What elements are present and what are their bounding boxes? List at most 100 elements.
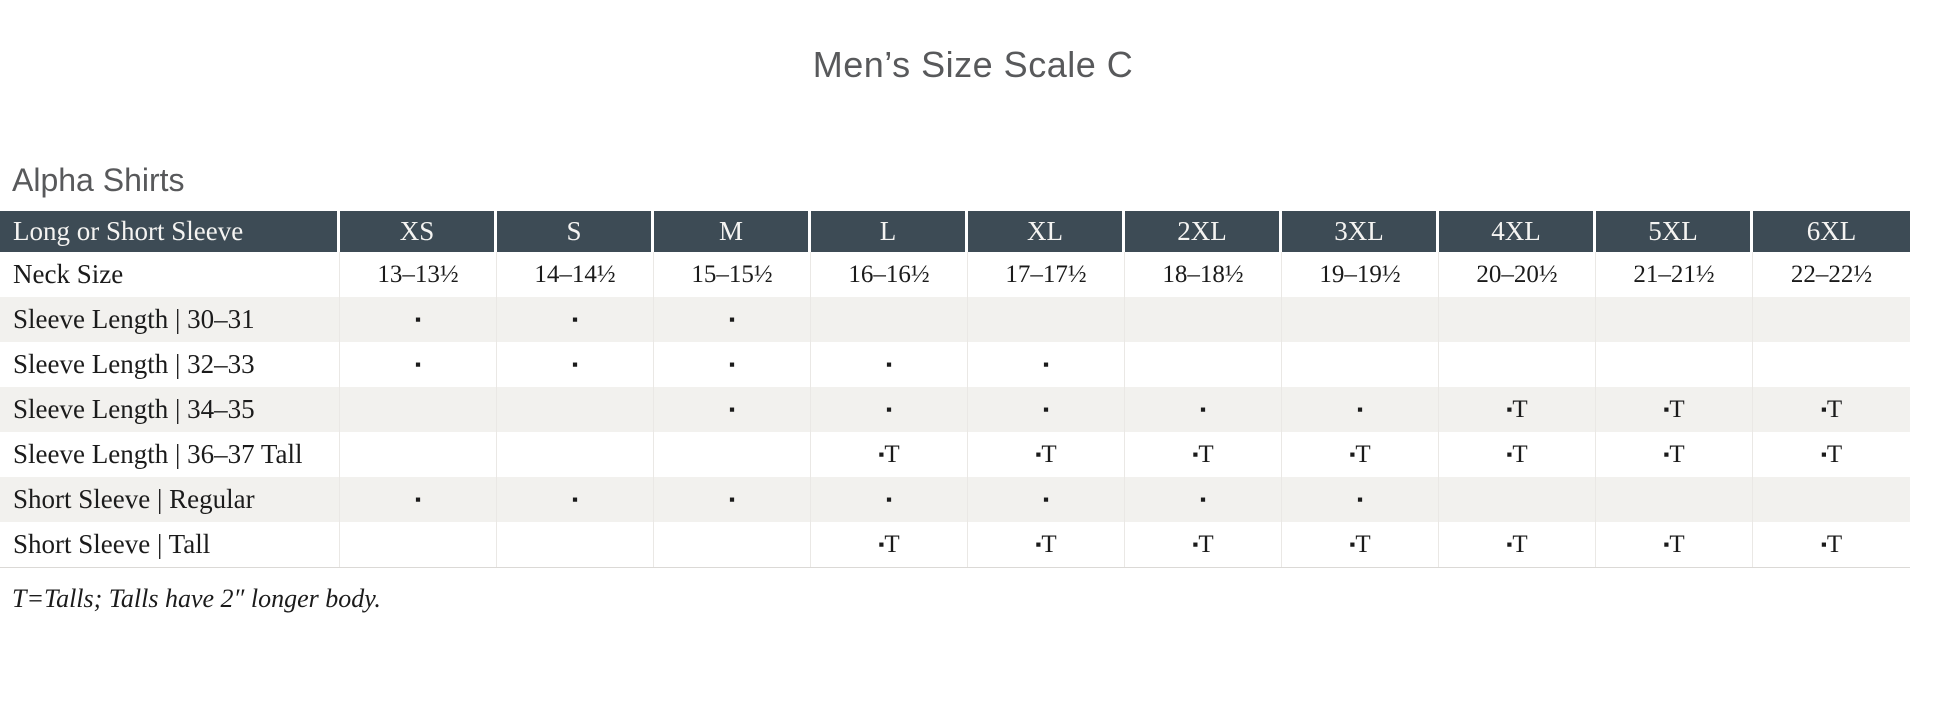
neck-size-value: 16–16½ xyxy=(811,252,968,297)
black-square-icon: ▪ xyxy=(1356,399,1364,419)
column-header-size-xs: XS xyxy=(340,211,497,252)
empty-cell xyxy=(968,297,1125,342)
cell-available-marker: ▪ xyxy=(654,342,811,387)
size-table: Long or Short Sleeve XS S M L XL 2XL 3XL 4XL 5XL 6… xyxy=(0,211,1910,568)
black-square-icon: ▪ xyxy=(728,354,736,374)
black-square-icon: ▪ xyxy=(1042,399,1050,419)
empty-cell xyxy=(811,297,968,342)
black-square-icon: ▪ xyxy=(1663,534,1670,554)
cell-available-tall-marker: ▪T xyxy=(968,522,1125,567)
tall-indicator: T xyxy=(1198,440,1214,468)
black-square-icon: ▪ xyxy=(1192,444,1199,464)
empty-cell xyxy=(1282,342,1439,387)
cell-available-tall-marker: ▪T xyxy=(1125,522,1282,567)
cell-available-tall-marker: ▪T xyxy=(1282,522,1439,567)
black-square-icon: ▪ xyxy=(1199,399,1207,419)
tall-indicator: T xyxy=(1669,395,1685,423)
tall-indicator: T xyxy=(1826,440,1843,468)
neck-size-value: 19–19½ xyxy=(1282,252,1439,297)
tall-indicator: T xyxy=(1669,530,1685,558)
tall-indicator: T xyxy=(1512,530,1528,558)
cell-available-marker: ▪ xyxy=(811,342,968,387)
black-square-icon: ▪ xyxy=(1042,354,1050,374)
row-label: Short Sleeve | Tall xyxy=(0,522,340,567)
neck-size-value: 17–17½ xyxy=(968,252,1125,297)
empty-cell xyxy=(497,432,654,477)
cell-available-marker: ▪ xyxy=(340,477,497,522)
neck-size-value: 20–20½ xyxy=(1439,252,1596,297)
black-square-icon: ▪ xyxy=(1506,399,1513,419)
black-square-icon: ▪ xyxy=(1820,444,1827,464)
column-header-size-6xl: 6XL xyxy=(1753,211,1910,252)
empty-cell xyxy=(654,432,811,477)
cell-available-marker: ▪ xyxy=(654,297,811,342)
black-square-icon: ▪ xyxy=(1349,534,1356,554)
table-row: Sleeve Length | 32–33 ▪ ▪ ▪ ▪ ▪ xyxy=(0,342,1910,387)
table-row: Short Sleeve | Tall ▪T ▪T ▪T ▪T ▪T ▪T ▪T xyxy=(0,522,1910,567)
tall-indicator: T xyxy=(1512,440,1528,468)
column-header-sleeve-type: Long or Short Sleeve xyxy=(0,211,340,252)
cell-available-tall-marker: ▪T xyxy=(1596,522,1753,567)
footnote: T=Talls; Talls have 2″ longer body. xyxy=(12,584,381,613)
tall-indicator: T xyxy=(1826,395,1843,423)
black-square-icon: ▪ xyxy=(1663,399,1670,419)
column-header-size-5xl: 5XL xyxy=(1596,211,1753,252)
cell-available-marker: ▪ xyxy=(340,297,497,342)
black-square-icon: ▪ xyxy=(414,354,422,374)
table-header-row: Long or Short Sleeve XS S M L XL 2XL 3XL 4XL 5XL 6… xyxy=(0,211,1910,252)
black-square-icon: ▪ xyxy=(1663,444,1670,464)
empty-cell xyxy=(1125,297,1282,342)
column-header-size-s: S xyxy=(497,211,654,252)
black-square-icon: ▪ xyxy=(1820,534,1827,554)
black-square-icon: ▪ xyxy=(728,399,736,419)
cell-available-tall-marker: ▪T xyxy=(1753,387,1910,432)
empty-cell xyxy=(1596,342,1753,387)
empty-cell xyxy=(1125,342,1282,387)
empty-cell xyxy=(1439,342,1596,387)
black-square-icon: ▪ xyxy=(728,489,736,509)
black-square-icon: ▪ xyxy=(571,309,579,329)
black-square-icon: ▪ xyxy=(1820,399,1827,419)
row-label: Sleeve Length | 36–37 Tall xyxy=(0,432,340,477)
black-square-icon: ▪ xyxy=(1349,444,1356,464)
table-row: Sleeve Length | 36–37 Tall ▪T ▪T ▪T ▪T ▪T ▪T ▪T xyxy=(0,432,1910,477)
empty-cell xyxy=(1753,477,1910,522)
black-square-icon: ▪ xyxy=(1506,444,1513,464)
tall-indicator: T xyxy=(1355,530,1371,558)
tall-indicator: T xyxy=(884,530,900,558)
black-square-icon: ▪ xyxy=(571,354,579,374)
table-row: Neck Size 13–13½ 14–14½ 15–15½ 16–16½ 17–17½ 1… xyxy=(0,252,1910,297)
black-square-icon: ▪ xyxy=(1192,534,1199,554)
column-header-size-m: M xyxy=(654,211,811,252)
column-header-size-2xl: 2XL xyxy=(1125,211,1282,252)
tall-indicator: T xyxy=(1512,395,1528,423)
black-square-icon: ▪ xyxy=(885,489,893,509)
cell-available-tall-marker: ▪T xyxy=(1439,387,1596,432)
cell-available-tall-marker: ▪T xyxy=(968,432,1125,477)
neck-size-value: 22–22½ xyxy=(1753,252,1910,297)
cell-available-marker: ▪ xyxy=(1125,387,1282,432)
cell-available-marker: ▪ xyxy=(497,477,654,522)
tall-indicator: T xyxy=(1198,530,1214,558)
black-square-icon: ▪ xyxy=(878,444,885,464)
empty-cell xyxy=(1439,477,1596,522)
black-square-icon: ▪ xyxy=(1035,444,1042,464)
column-header-size-xl: XL xyxy=(968,211,1125,252)
black-square-icon: ▪ xyxy=(728,309,736,329)
black-square-icon: ▪ xyxy=(1199,489,1207,509)
empty-cell xyxy=(1753,297,1910,342)
tall-indicator: T xyxy=(1826,530,1843,558)
tall-indicator: T xyxy=(1355,440,1371,468)
cell-available-marker: ▪ xyxy=(654,477,811,522)
tall-indicator: T xyxy=(1669,440,1685,468)
cell-available-tall-marker: ▪T xyxy=(1125,432,1282,477)
cell-available-marker: ▪ xyxy=(1125,477,1282,522)
neck-size-value: 13–13½ xyxy=(340,252,497,297)
cell-available-tall-marker: ▪T xyxy=(1282,432,1439,477)
neck-size-value: 14–14½ xyxy=(497,252,654,297)
empty-cell xyxy=(1282,297,1439,342)
row-label: Sleeve Length | 32–33 xyxy=(0,342,340,387)
column-header-size-4xl: 4XL xyxy=(1439,211,1596,252)
cell-available-tall-marker: ▪T xyxy=(1753,432,1910,477)
black-square-icon: ▪ xyxy=(1042,489,1050,509)
